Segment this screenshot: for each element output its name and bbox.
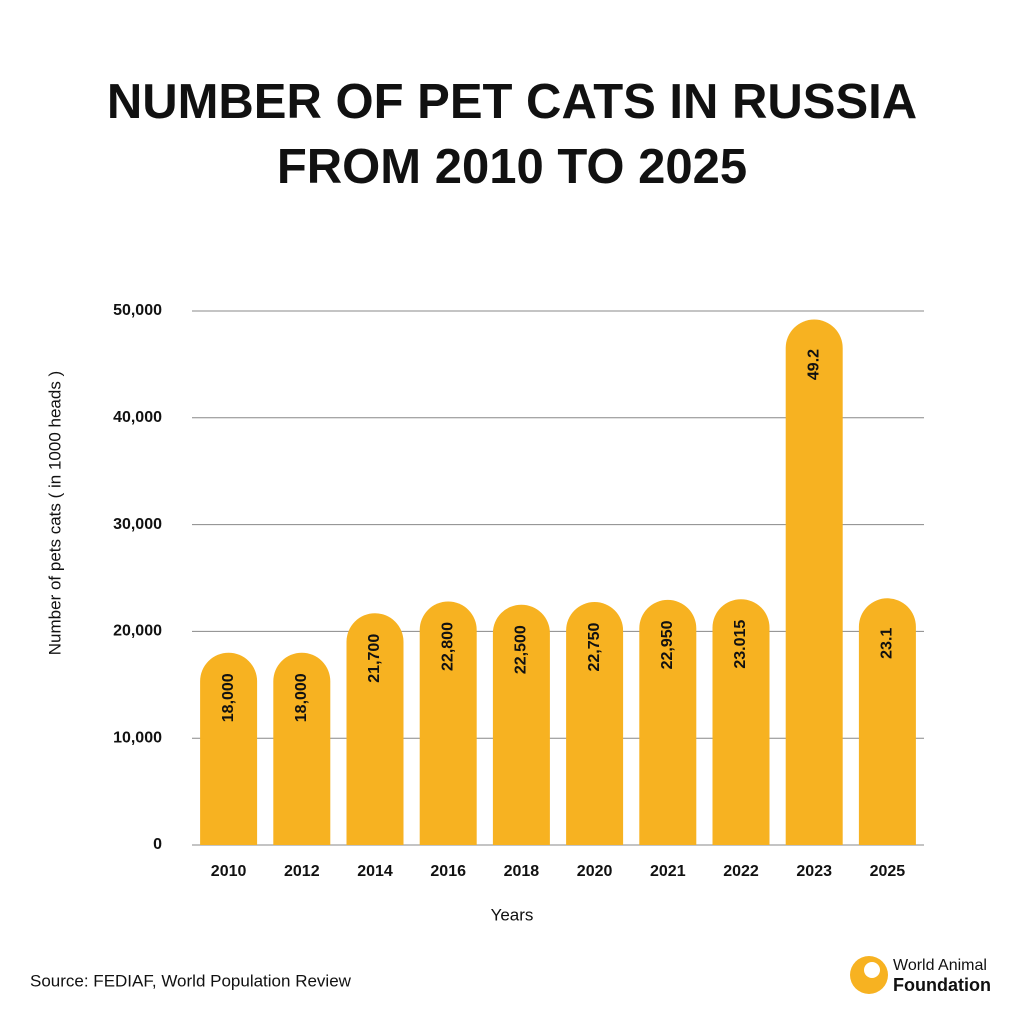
logo-icon-detail (864, 962, 880, 978)
x-tick-label: 2010 (211, 863, 247, 880)
value-label: 22,950 (659, 620, 676, 669)
x-tick-label: 2018 (504, 863, 540, 880)
value-label: 21,700 (366, 634, 383, 683)
value-label: 23.1 (879, 628, 896, 659)
x-tick-label: 2012 (284, 863, 320, 880)
x-tick-label: 2021 (650, 863, 686, 880)
bar (785, 319, 843, 845)
value-label: 18,000 (220, 673, 237, 722)
bar (346, 613, 404, 845)
value-label: 22,750 (586, 622, 603, 671)
x-tick-label: 2020 (577, 863, 613, 880)
x-tick-label: 2025 (870, 863, 906, 880)
value-label: 23.015 (732, 620, 749, 669)
chart-title: NUMBER OF PET CATS IN RUSSIA (107, 75, 917, 129)
x-tick-label: 2022 (723, 863, 759, 880)
chart-subtitle: FROM 2010 TO 2025 (277, 140, 747, 194)
y-tick-label: 30,000 (113, 516, 162, 533)
value-label: 49.2 (805, 349, 822, 380)
x-tick-label: 2023 (796, 863, 832, 880)
bar (492, 604, 550, 845)
bar (639, 599, 697, 845)
x-axis-label: Years (491, 905, 534, 924)
logo: World Animal Foundation (850, 956, 991, 995)
y-tick-label: 10,000 (113, 729, 162, 746)
x-tick-label: 2016 (430, 863, 466, 880)
y-axis-label: Number of pets cats ( in 1000 heads ) (45, 371, 64, 655)
bar (712, 599, 770, 845)
logo-text: World Animal (893, 957, 987, 974)
source: Source: FEDIAF, World Population Review (30, 971, 352, 990)
value-label: 22,500 (513, 625, 530, 674)
value-label: 22,800 (439, 622, 456, 671)
y-tick-label: 20,000 (113, 623, 162, 640)
bar (273, 652, 331, 845)
y-tick-label: 50,000 (113, 302, 162, 319)
bar (200, 652, 258, 845)
bar (566, 602, 624, 845)
y-tick-label: 40,000 (113, 409, 162, 426)
bar (419, 601, 477, 845)
bar (858, 598, 916, 845)
logo-text: Foundation (893, 975, 991, 995)
x-tick-label: 2014 (357, 863, 393, 880)
y-tick-label: 0 (153, 836, 162, 853)
value-label: 18,000 (293, 673, 310, 722)
